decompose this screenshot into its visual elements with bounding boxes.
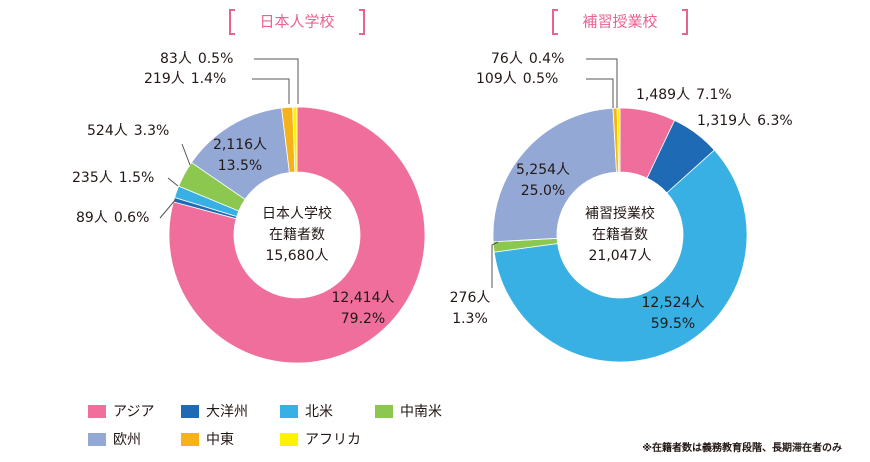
percent-label: 6.3% (757, 113, 793, 129)
pie-slice (493, 149, 748, 363)
count-label: 2,116人 (213, 137, 267, 153)
percent-label: 3.3% (134, 123, 170, 139)
percent-label: 0.4% (529, 51, 565, 67)
leader-line (181, 143, 191, 166)
center-label: 補習授業校 (585, 205, 655, 222)
count-label: 12,414人 (332, 290, 395, 306)
count-label: 1,489人 (636, 87, 690, 103)
legend-label: 中南米 (400, 404, 442, 420)
slice-label: 1,319人 6.3% (697, 113, 793, 129)
legend-label: アジア (113, 404, 154, 420)
center-label: 日本人学校 (262, 205, 332, 222)
slice-label: 1,489人 7.1% (636, 87, 732, 103)
pie-slice (616, 107, 621, 173)
pie-slice (292, 106, 298, 173)
title-bracket (229, 9, 365, 35)
pie-slice (492, 107, 617, 243)
legend-swatch (88, 433, 106, 446)
center-label: 在籍者数 (269, 226, 325, 243)
slice-label: 89人 0.6% (76, 210, 149, 226)
slice-label: 219人 1.4% (144, 71, 226, 87)
count-label: 219人 (144, 71, 185, 87)
percent-label: 0.5% (523, 71, 559, 87)
legend-label: 欧州 (113, 432, 141, 448)
leader-line (254, 58, 299, 104)
legend-label: 北米 (305, 404, 333, 420)
leader-line (491, 241, 499, 288)
percent-label: 25.0% (521, 183, 565, 199)
slice-label: 109人 0.5% (476, 71, 558, 87)
percent-label: 0.5% (198, 51, 234, 67)
leader-line (586, 78, 614, 108)
chart-title: 補習授業校 (582, 13, 657, 31)
slice-label: 83人 0.5% (160, 51, 233, 67)
slice-label: 524人 3.3% (87, 123, 169, 139)
count-label: 89人 (76, 210, 108, 226)
leader-line (167, 177, 179, 187)
count-label: 235人 (72, 170, 113, 186)
footnote: ※在籍者数は義務教育段階、長期滞在者のみ (642, 441, 842, 454)
count-label: 109人 (476, 71, 517, 87)
legend-label: アフリカ (305, 432, 361, 448)
count-label: 76人 (491, 51, 523, 67)
legend-swatch (88, 405, 106, 418)
legend-swatch (181, 433, 199, 446)
percent-label: 1.4% (191, 71, 227, 87)
legend-label: 中東 (206, 432, 234, 448)
percent-label: 7.1% (696, 87, 732, 103)
center-label: 21,047人 (589, 248, 652, 264)
leader-line (159, 198, 177, 219)
pie-slice (168, 106, 426, 364)
legend-swatch (280, 405, 298, 418)
count-label: 83人 (160, 51, 192, 67)
count-label: 12,524人 (642, 295, 705, 311)
percent-label: 59.5% (651, 316, 695, 332)
count-label: 276人 (450, 290, 491, 306)
chart-title: 日本人学校 (259, 13, 334, 31)
percent-label: 1.5% (119, 170, 155, 186)
count-label: 5,254人 (516, 162, 570, 178)
leader-line (586, 58, 618, 108)
slice-label: 76人 0.4% (491, 51, 564, 67)
percent-label: 13.5% (218, 158, 262, 174)
legend-label: 大洋州 (206, 404, 248, 420)
percent-label: 79.2% (341, 311, 385, 327)
legend-swatch (280, 433, 298, 446)
legend-swatch (375, 405, 393, 418)
count-label: 1,319人 (697, 113, 751, 129)
title-bracket (552, 9, 688, 35)
percent-label: 1.3% (452, 311, 488, 327)
center-label: 在籍者数 (592, 226, 648, 243)
percent-label: 0.6% (114, 210, 150, 226)
count-label: 524人 (87, 123, 128, 139)
center-label: 15,680人 (266, 248, 329, 264)
legend-swatch (181, 405, 199, 418)
slice-label: 235人 1.5% (72, 170, 154, 186)
leader-line (252, 78, 290, 104)
